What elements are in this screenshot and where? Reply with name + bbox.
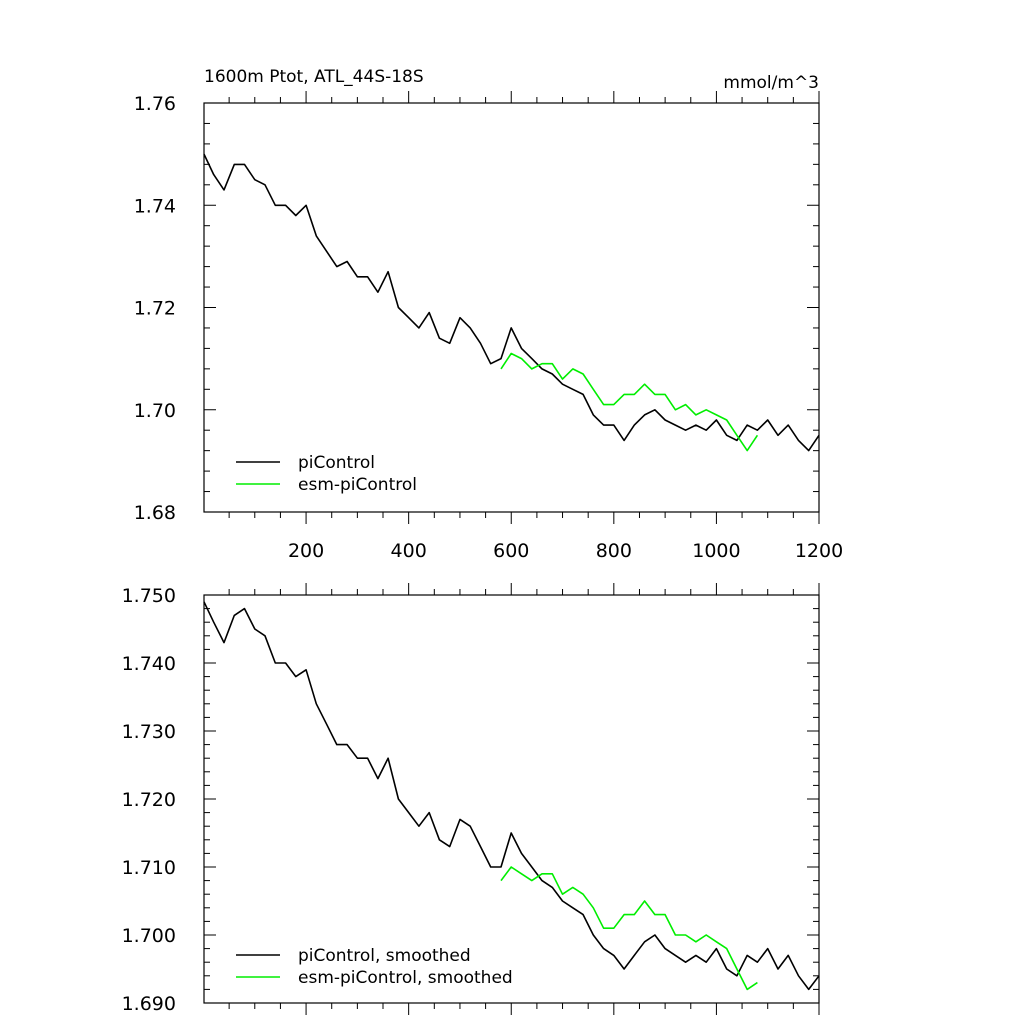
y-tick-label: 1.720 [122,789,176,811]
series-line-esm-picontrol [500,866,758,991]
x-tick-label: 1200 [795,540,843,562]
y-tick-label: 1.68 [134,502,176,524]
x-tick-label: 400 [391,540,427,562]
plot-frame [203,594,820,1004]
plot-frame [203,102,820,513]
legend-entry: esm-piControl [298,475,417,495]
x-tick-label: 200 [288,540,324,562]
x-tick-label: 600 [493,540,529,562]
legend-entry: piControl [298,453,375,473]
top-chart-units: mmol/m^3 [723,73,819,93]
y-tick-label: 1.70 [134,400,176,422]
bottom-chart-panel: 1.690 1.700 1.710 1.720 1.730 1.740 1.750 piCon… [122,583,820,1015]
y-tick-label: 1.76 [134,93,176,115]
series-line-esm-picontrol [500,352,759,452]
y-tick-label: 1.730 [122,721,176,743]
y-tick-label: 1.740 [122,653,176,675]
legend-entry: esm-piControl, smoothed [298,968,513,988]
top-chart-title: 1600m Ptot, ATL_44S-18S [204,67,424,87]
x-tick-label: 800 [596,540,632,562]
y-tick-label: 1.710 [122,857,176,879]
series-line-picontrol [203,153,820,452]
x-tick-label: 1000 [692,540,740,562]
y-tick-label: 1.72 [134,298,176,320]
y-tick-label: 1.750 [122,585,176,607]
y-tick-label: 1.690 [122,993,176,1015]
y-tick-label: 1.700 [122,925,176,947]
y-tick-label: 1.74 [134,195,176,217]
top-chart-panel: 1.68 1.70 1.72 1.74 1.76 200 400 600 800 1000 1200… [134,91,843,562]
series-line-picontrol [203,601,820,991]
legend-entry: piControl, smoothed [298,946,471,966]
